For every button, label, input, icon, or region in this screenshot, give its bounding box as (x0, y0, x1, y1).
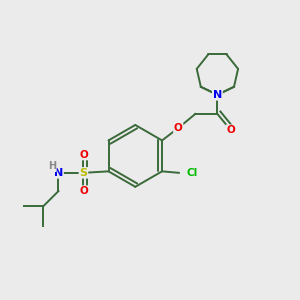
Text: S: S (80, 168, 88, 178)
Text: N: N (54, 168, 63, 178)
Text: O: O (174, 123, 183, 133)
Text: O: O (226, 125, 235, 135)
Text: H: H (48, 161, 56, 171)
Text: N: N (213, 90, 222, 100)
Text: O: O (79, 186, 88, 196)
Text: Cl: Cl (186, 168, 197, 178)
Text: O: O (79, 150, 88, 160)
